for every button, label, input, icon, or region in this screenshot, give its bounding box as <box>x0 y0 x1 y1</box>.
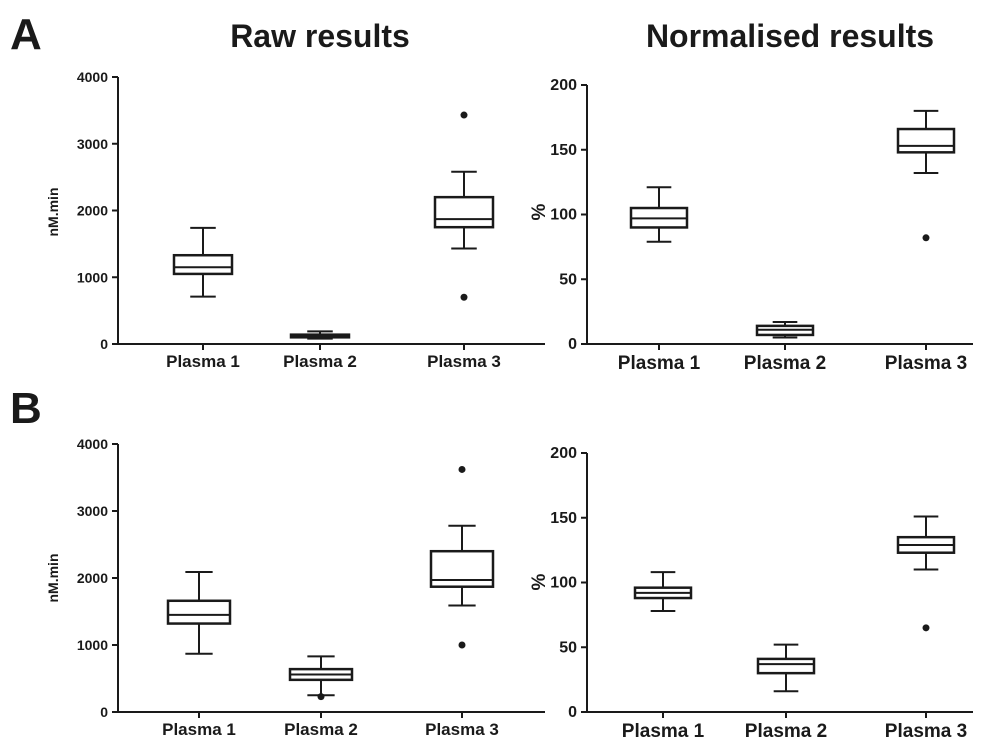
x-tick-label: Plasma 3 <box>427 352 501 371</box>
iqr-box <box>896 127 956 154</box>
iqr-box <box>429 549 495 588</box>
y-tick-label: 0 <box>568 336 577 353</box>
y-tick-label: 200 <box>550 77 577 94</box>
x-tick-label: Plasma 1 <box>162 720 236 737</box>
box-plot-1 <box>166 570 232 655</box>
outlier-point <box>922 234 930 242</box>
chart-a-normalised: 0 50 100 150 200% Plasma 1 Plasma 2 Plasma 3 <box>529 77 973 374</box>
x-tick-label: Plasma 1 <box>618 353 701 374</box>
y-tick-label: 200 <box>550 445 577 462</box>
x-tick-label: Plasma 3 <box>425 720 499 737</box>
x-tick-label: Plasma 1 <box>166 352 240 371</box>
panel-label-a: A <box>10 10 42 59</box>
y-tick-label: 50 <box>559 639 577 656</box>
y-tick-label: 150 <box>550 142 577 159</box>
chart-b-raw: 0 1000 2000 3000 4000 nM.min Plasma 1 Plasma 2 P… <box>45 436 545 737</box>
chart-a-raw: 0 1000 2000 3000 4000 nM.min Plasma 1 Plasma 2 P… <box>45 69 545 371</box>
y-tick-label: 100 <box>550 575 577 592</box>
chart-b-normalised: 0 50 100 150 200% Plasma 1 Plasma 2 Plasma 3 <box>529 445 973 737</box>
y-tick-label: 4000 <box>77 69 108 85</box>
title-normalised-results: Normalised results <box>646 18 934 54</box>
y-axis-label: nM.min <box>45 188 61 237</box>
outlier-point <box>458 465 466 473</box>
y-tick-label: 3000 <box>77 503 108 519</box>
y-tick-label: 100 <box>550 207 577 224</box>
panel-label-b: B <box>10 384 42 433</box>
iqr-box <box>166 599 232 625</box>
box-plot-3 <box>896 515 956 632</box>
y-axis-label: nM.min <box>45 554 61 603</box>
y-tick-label: 3000 <box>77 136 108 152</box>
y-tick-label: 2000 <box>77 570 108 586</box>
outlier-point <box>922 624 930 632</box>
iqr-box <box>172 253 234 276</box>
y-tick-label: 0 <box>100 704 108 720</box>
outlier-point <box>460 111 468 119</box>
y-axis-label: % <box>529 203 550 220</box>
x-tick-label: Plasma 3 <box>885 721 967 737</box>
box-plot-1 <box>629 186 689 243</box>
box-plot-2 <box>289 330 351 340</box>
box-plot-2 <box>756 643 816 693</box>
x-tick-label: Plasma 2 <box>745 721 827 737</box>
x-tick-label: Plasma 1 <box>622 721 705 737</box>
box-plot-1 <box>633 571 693 612</box>
title-raw-results: Raw results <box>230 18 410 54</box>
y-tick-label: 1000 <box>77 637 108 653</box>
outlier-point <box>317 693 325 701</box>
box-plot-2 <box>288 655 354 701</box>
box-plot-3 <box>429 465 495 649</box>
box-plot-3 <box>896 109 956 242</box>
x-tick-label: Plasma 2 <box>284 720 358 737</box>
y-tick-label: 50 <box>559 271 577 288</box>
box-plot-1 <box>172 226 234 298</box>
y-axis-label: % <box>529 573 550 590</box>
y-tick-label: 150 <box>550 510 577 527</box>
iqr-box <box>756 657 816 675</box>
box-plot-3 <box>433 111 495 301</box>
outlier-point <box>460 293 468 301</box>
x-tick-label: Plasma 3 <box>885 353 967 374</box>
y-tick-label: 0 <box>100 336 108 352</box>
iqr-box <box>433 195 495 229</box>
y-tick-label: 4000 <box>77 436 108 452</box>
outlier-point <box>458 641 466 649</box>
y-tick-label: 1000 <box>77 269 108 285</box>
box-plot-2 <box>755 320 815 339</box>
x-tick-label: Plasma 2 <box>283 352 357 371</box>
x-tick-label: Plasma 2 <box>744 353 826 374</box>
y-tick-label: 2000 <box>77 203 108 219</box>
y-tick-label: 0 <box>568 704 577 721</box>
